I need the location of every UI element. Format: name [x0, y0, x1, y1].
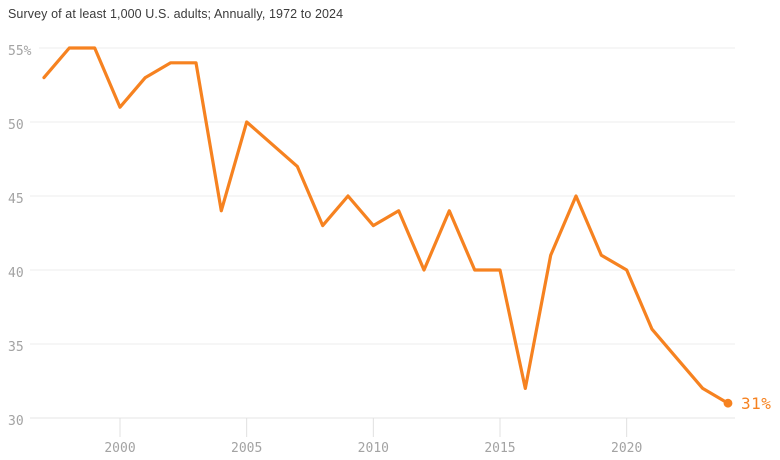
x-tick-label-2020: 2020: [611, 441, 642, 456]
y-tick-label-45: 45: [8, 192, 24, 207]
x-tick-label-2010: 2010: [358, 441, 389, 456]
y-tick-label-55: 55%: [8, 44, 32, 59]
x-tick-label-2005: 2005: [231, 441, 262, 456]
y-tick-label-30: 30: [8, 414, 24, 429]
end-value-label: 31%: [741, 394, 771, 413]
chart-subtitle: Survey of at least 1,000 U.S. adults; An…: [8, 7, 344, 21]
y-tick-label-40: 40: [8, 266, 24, 281]
y-tick-label-50: 50: [8, 118, 24, 133]
trend-line: [42, 46, 730, 405]
end-point-dot: [723, 398, 733, 408]
x-tick-label-2015: 2015: [484, 441, 515, 456]
x-tick-label-2000: 2000: [104, 441, 135, 456]
y-tick-label-35: 35: [8, 340, 24, 355]
